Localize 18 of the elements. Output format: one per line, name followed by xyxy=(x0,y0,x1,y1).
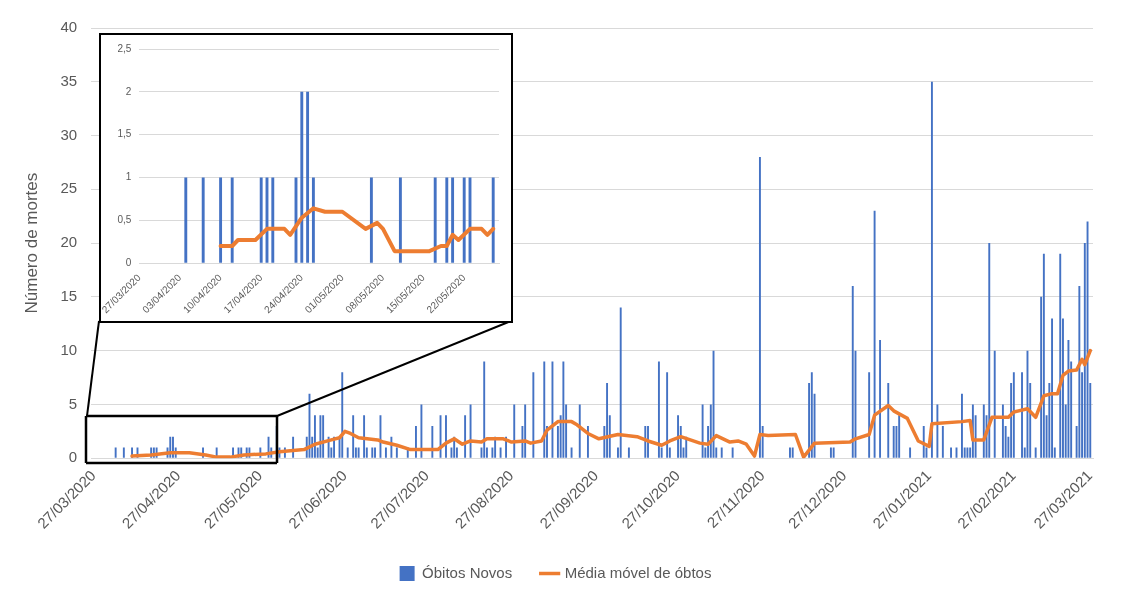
y-tick-label: 1 xyxy=(125,171,132,183)
y-tick-label: 2 xyxy=(125,85,132,97)
y-tick-label: 10 xyxy=(60,340,78,358)
y-tick-label: 25 xyxy=(60,179,78,197)
y-tick-label: 0 xyxy=(68,448,78,466)
y-tick-label: 5 xyxy=(68,394,78,412)
y-tick-label: 0 xyxy=(125,256,132,268)
legend-label: Média móvel de óbtos xyxy=(564,563,712,581)
y-tick-label: 1,5 xyxy=(117,128,132,140)
legend-label: Óbitos Novos xyxy=(422,563,513,581)
y-axis-title: Número de mortes xyxy=(21,172,41,314)
y-tick-label: 0,5 xyxy=(117,214,132,226)
y-tick-label: 35 xyxy=(60,71,78,89)
y-tick-label: 2,5 xyxy=(117,42,132,54)
y-tick-label: 30 xyxy=(60,125,78,143)
y-tick-label: 20 xyxy=(60,233,78,251)
y-tick-label: 40 xyxy=(60,18,78,36)
y-tick-label: 15 xyxy=(60,287,78,305)
